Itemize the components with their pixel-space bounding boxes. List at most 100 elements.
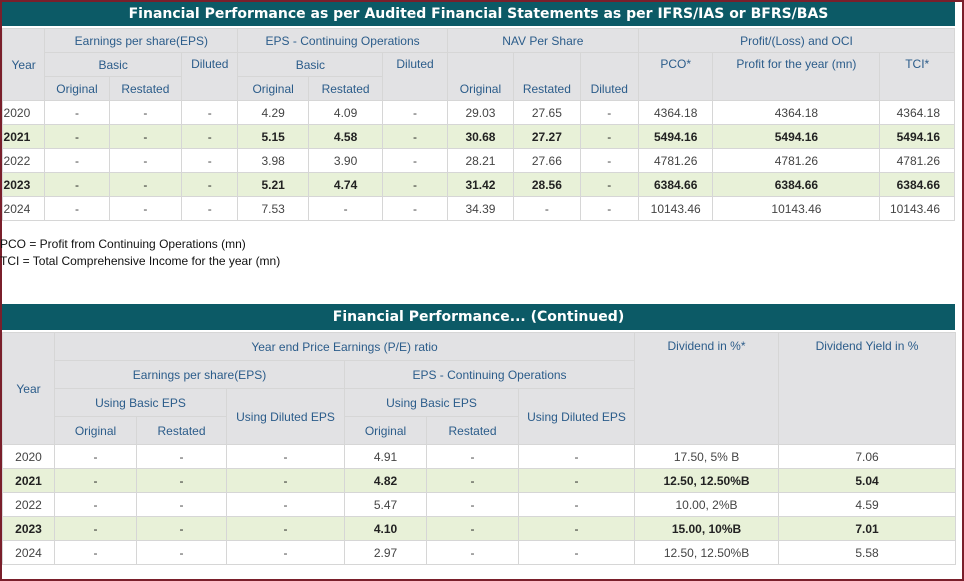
value-cell: 4.82 (344, 468, 427, 493)
value-cell: - (579, 172, 639, 197)
year-cell: 2020 (1, 100, 46, 125)
header2-eps: Earnings per share(EPS) (54, 360, 345, 389)
header-eps-basic: Basic (44, 52, 183, 77)
value-cell: 4781.26 (712, 148, 881, 173)
value-cell: 4781.26 (637, 148, 714, 173)
value-cell: - (108, 124, 183, 149)
header-profit-year: Profit for the year (mn) (712, 52, 881, 101)
header-eps-basic-restated: Restated (108, 76, 183, 101)
header2-epsc-using-basic: Using Basic EPS (344, 388, 519, 417)
value-cell: - (579, 100, 639, 125)
value-cell: - (44, 124, 110, 149)
value-cell: 7.53 (237, 196, 309, 221)
value-cell: 10143.46 (879, 196, 955, 221)
value-cell: 2.97 (344, 540, 427, 565)
value-cell: - (108, 100, 183, 125)
header-eps-basic-original: Original (44, 76, 110, 101)
value-cell: 5494.16 (637, 124, 714, 149)
value-cell: 4.59 (778, 492, 957, 517)
header2-eps-continuing: EPS - Continuing Operations (343, 360, 636, 389)
header-epsc-basic-original: Original (237, 76, 309, 101)
table-row: 2022- - -3.98 3.90-28.21 27.66-4781.26 4781.2… (1, 148, 955, 173)
value-cell: 27.65 (513, 100, 581, 125)
value-cell: 4781.26 (879, 148, 955, 173)
value-cell: 4.74 (307, 172, 384, 197)
financial-performance-continued-table: Year Year end Price Earnings (P/E) ratio… (2, 332, 957, 565)
value-cell: - (226, 540, 345, 565)
header2-epsc-restated: Restated (426, 416, 519, 445)
footnote-pco: PCO = Profit from Continuing Operations … (0, 237, 246, 251)
table-row: 2023- - -4.10- -15.00, 10%B 7.01 (2, 516, 957, 541)
header2-yield: Dividend Yield in % (778, 332, 957, 445)
value-cell: 5.58 (778, 540, 957, 565)
header2-eps-using-diluted: Using Diluted EPS (226, 388, 345, 445)
value-cell: 12.50, 12.50%B (634, 468, 780, 493)
value-cell: - (513, 196, 581, 221)
year-cell: 2022 (1, 148, 46, 173)
value-cell: 7.06 (778, 444, 957, 469)
value-cell: - (181, 172, 239, 197)
value-cell: - (181, 148, 239, 173)
value-cell: - (54, 468, 137, 493)
value-cell: 4.09 (307, 100, 384, 125)
header-nav-restated: Restated (513, 52, 581, 101)
value-cell: 15.00, 10%B (634, 516, 780, 541)
value-cell: - (382, 148, 448, 173)
value-cell: - (54, 540, 137, 565)
value-cell: 10.00, 2%B (634, 492, 780, 517)
value-cell: - (108, 196, 183, 221)
value-cell: - (579, 124, 639, 149)
value-cell: 28.56 (513, 172, 581, 197)
value-cell: - (108, 172, 183, 197)
value-cell: - (426, 468, 519, 493)
value-cell: - (181, 124, 239, 149)
footnote-tci: TCI = Total Comprehensive Income for the… (0, 254, 281, 268)
value-cell: - (44, 100, 110, 125)
financial-performance-section: Financial Performance as per Audited Fin… (1, 2, 956, 221)
table-row: 2020- - -4.29 4.09-29.03 27.65-4364.18 4364.1… (1, 100, 955, 125)
value-cell: 17.50, 5% B (634, 444, 780, 469)
table-row: 2023- - -5.21 4.74-31.42 28.56-6384.66 6384.6… (1, 172, 955, 197)
value-cell: 5.47 (344, 492, 427, 517)
value-cell: - (517, 516, 636, 541)
value-cell: 27.27 (513, 124, 581, 149)
value-cell: - (226, 516, 345, 541)
value-cell: 3.98 (237, 148, 309, 173)
year-cell: 2021 (2, 468, 55, 493)
table-row: 2022- - -5.47- -10.00, 2%B 4.59 (2, 492, 957, 517)
value-cell: 4.58 (307, 124, 384, 149)
value-cell: - (136, 468, 227, 493)
value-cell: 31.42 (446, 172, 515, 197)
table-row: 2021- - -5.15 4.58-30.68 27.27-5494.16 5494.1… (1, 124, 955, 149)
footnotes: PCO = Profit from Continuing Operations … (0, 236, 280, 270)
header2-year: Year (2, 332, 55, 445)
header-epsc-basic: Basic (237, 52, 384, 77)
header2-eps-using-basic: Using Basic EPS (54, 388, 227, 417)
financial-performance-continued-section: Financial Performance... (Continued) Yea… (2, 304, 957, 565)
header2-epsc-using-diluted: Using Diluted EPS (517, 388, 636, 445)
value-cell: 4.91 (344, 444, 427, 469)
value-cell: - (517, 540, 636, 565)
year-cell: 2024 (2, 540, 55, 565)
value-cell: 5.04 (778, 468, 957, 493)
header-profit-oci: Profit/(Loss) and OCI (637, 28, 956, 53)
value-cell: - (517, 492, 636, 517)
header-epsc-diluted: Diluted (382, 52, 448, 101)
value-cell: - (426, 492, 519, 517)
value-cell: - (517, 444, 636, 469)
header-nav-original: Original (446, 52, 515, 101)
header-tci: TCI* (879, 52, 955, 101)
header2-dividend: Dividend in %* (634, 332, 780, 445)
value-cell: - (136, 444, 227, 469)
value-cell: - (108, 148, 183, 173)
value-cell: - (44, 172, 110, 197)
year-cell: 2023 (1, 172, 46, 197)
value-cell: 27.66 (513, 148, 581, 173)
header-eps: Earnings per share(EPS) (44, 28, 239, 53)
value-cell: 5.21 (237, 172, 309, 197)
value-cell: - (136, 540, 227, 565)
value-cell: - (44, 196, 110, 221)
value-cell: 4.29 (237, 100, 309, 125)
value-cell: 6384.66 (712, 172, 881, 197)
